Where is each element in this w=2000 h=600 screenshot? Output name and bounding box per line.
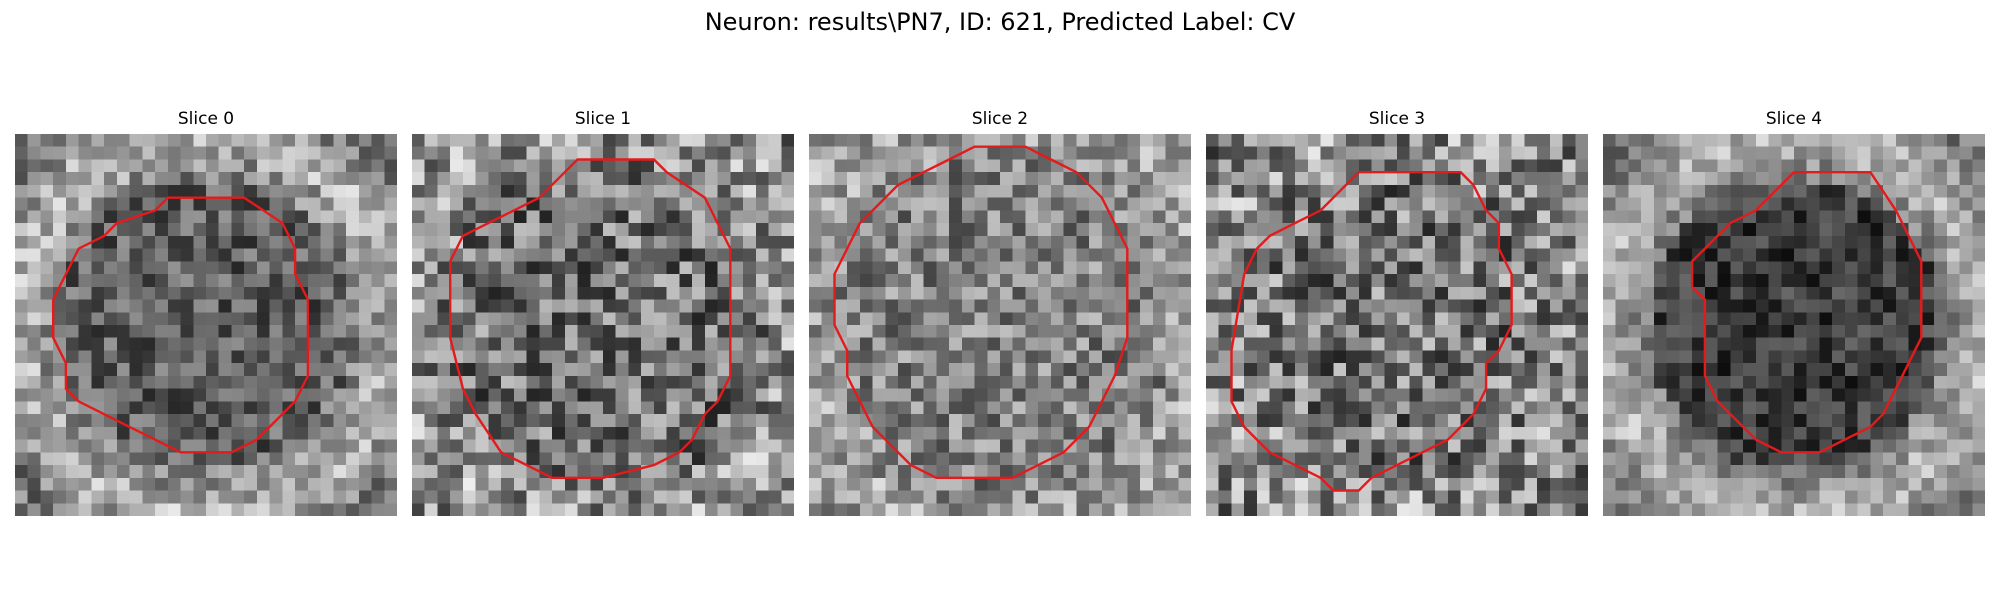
slice-panel-1: Slice 1 xyxy=(412,108,794,516)
segmentation-contour xyxy=(833,145,1129,479)
slice-panel-2: Slice 2 xyxy=(809,108,1191,516)
slice-title: Slice 1 xyxy=(574,109,632,129)
slice-image xyxy=(1603,134,1985,516)
segmentation-contour xyxy=(449,158,732,479)
slice-title: Slice 3 xyxy=(1368,109,1426,129)
slice-image xyxy=(809,134,1191,516)
contour-line xyxy=(1230,171,1513,492)
slice-panel-0: Slice 0 xyxy=(15,108,397,516)
slice-panel-3: Slice 3 xyxy=(1206,108,1588,516)
slice-title: Slice 2 xyxy=(971,109,1029,129)
slice-title: Slice 4 xyxy=(1765,109,1823,129)
slice-panel-4: Slice 4 xyxy=(1603,108,1985,516)
contour-line xyxy=(449,158,732,479)
contour-line xyxy=(1690,171,1923,454)
slice-image xyxy=(15,134,397,516)
slice-image xyxy=(412,134,794,516)
segmentation-contour xyxy=(1230,171,1513,492)
contour-line xyxy=(52,196,310,454)
figure-title: Neuron: results\PN7, ID: 621, Predicted … xyxy=(704,8,1296,36)
slice-image xyxy=(1206,134,1588,516)
segmentation-contour xyxy=(52,196,310,454)
slice-title: Slice 0 xyxy=(177,109,235,129)
segmentation-contour xyxy=(1690,171,1923,454)
contour-line xyxy=(833,145,1129,479)
